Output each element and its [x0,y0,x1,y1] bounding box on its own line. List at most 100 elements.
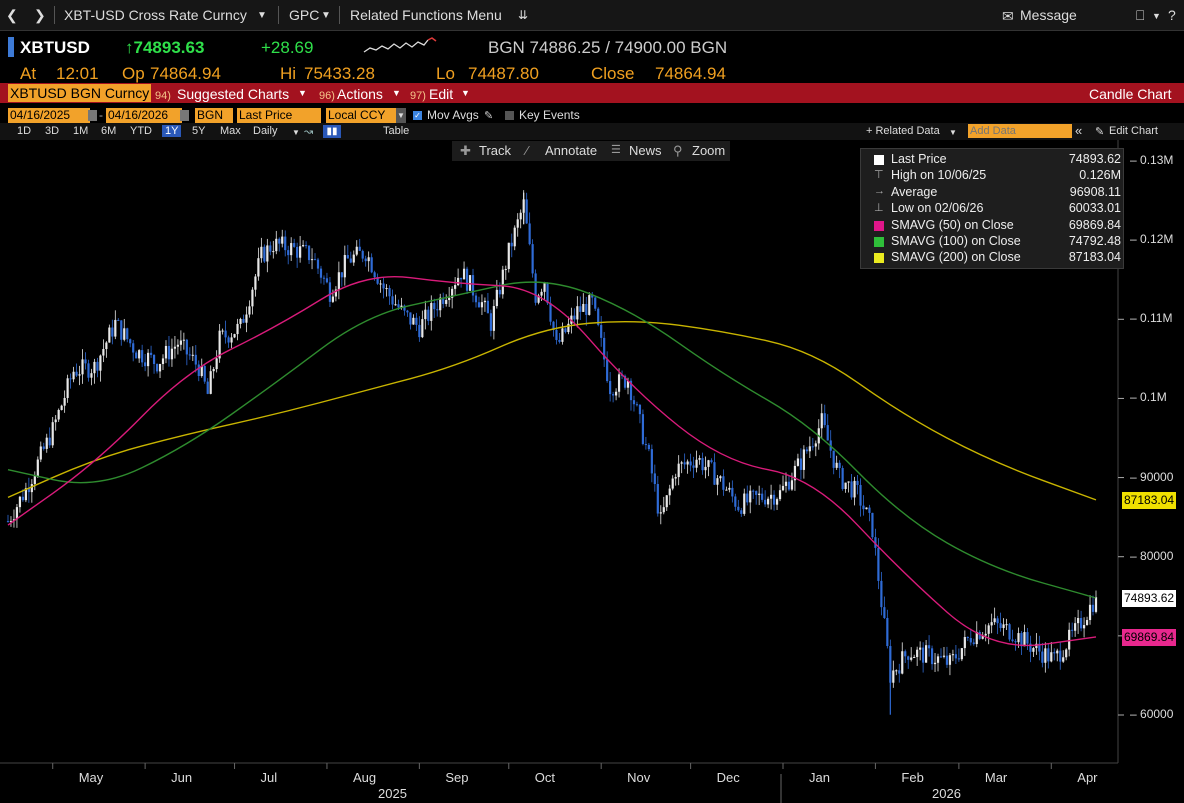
calendar-icon[interactable] [180,110,189,121]
period-selector[interactable]: Daily [253,125,278,137]
candle [501,265,504,299]
candle-body [322,277,326,279]
actions-menu[interactable]: Actions [337,86,383,102]
edit-menu[interactable]: Edit [429,86,454,102]
candle-body [850,481,853,498]
edit-chart-button[interactable]: Edit Chart [1109,125,1158,137]
sma100-line [7,281,1097,599]
range-5y[interactable]: 5Y [192,125,206,137]
range-1d[interactable]: 1D [17,125,32,137]
candle-body [63,397,66,406]
candle [242,314,245,324]
add-data-input[interactable] [968,124,1072,138]
candle-body [254,276,257,290]
forward-arrow-icon[interactable]: ❯ [34,7,46,23]
suggested-charts-menu[interactable]: Suggested Charts [177,86,290,102]
range-6m[interactable]: 6M [101,125,117,137]
function-code[interactable]: GPC [289,7,320,23]
candle-body [826,425,829,441]
candle [1002,618,1005,636]
pencil-icon[interactable]: ✎ [484,110,494,122]
candle-body [248,306,251,315]
candle-body [1074,623,1077,631]
candle-body [379,283,382,285]
window-options-icon[interactable]: ⎕ [1136,7,1145,23]
candle-body [304,245,308,247]
help-icon[interactable]: ? [1168,7,1176,23]
candle-style-icon[interactable]: ▮▮ [323,125,341,138]
candle-body [993,618,996,623]
security-title[interactable]: XBT-USD Cross Rate Curncy [64,7,247,23]
candle [200,358,203,378]
candle [75,363,78,378]
message-button[interactable]: Message [1020,7,1077,23]
candle [1047,643,1050,669]
key-events-checkbox[interactable] [505,111,514,120]
candle-body [960,648,963,660]
candle-body [215,358,218,370]
candle [451,286,454,309]
calendar-icon[interactable] [88,110,97,121]
candle [564,327,567,334]
candle [343,245,346,286]
candle-body [704,466,707,471]
candle [57,408,60,422]
security-tag[interactable]: XBTUSD BGN Curncy [8,84,152,102]
double-chevron-down-icon[interactable]: ⇊ [518,8,529,22]
table-button[interactable]: Table [383,125,410,137]
range-ytd[interactable]: YTD [130,125,152,137]
candle-body [197,364,200,376]
related-functions-menu[interactable]: Related Functions Menu [350,7,502,23]
candle [919,641,922,661]
x-month-label: Mar [984,770,1008,785]
end-date-input[interactable]: 04/16/2026 [106,108,182,123]
candle-body [325,278,329,283]
chevron-down-icon[interactable]: ▼ [392,88,401,98]
range-1y[interactable]: 1Y [162,125,182,137]
field-input[interactable]: Last Price [237,108,321,123]
annotate-button[interactable]: Annotate [545,143,598,158]
candle [224,320,227,344]
pencil-icon[interactable]: ✎ [1095,126,1105,138]
start-date-input[interactable]: 04/16/2025 [8,108,90,123]
price-chart[interactable] [0,140,1184,803]
mov-avgs-checkbox[interactable]: ✓ [413,111,422,120]
collapse-icon[interactable]: « [1075,123,1083,138]
candle-body [99,355,102,371]
candle-body [66,378,69,398]
chevron-down-icon[interactable]: ▼ [321,10,331,21]
candle-body [433,303,436,310]
chevron-down-icon[interactable]: ▼ [298,88,307,98]
chevron-down-icon[interactable]: ▼ [257,10,267,21]
chart-style-icon[interactable]: ↝ [304,126,314,138]
chevron-down-icon[interactable]: ▼ [1152,11,1161,21]
candle [69,373,72,389]
candle [993,607,996,625]
chevron-down-icon[interactable]: ▼ [396,108,406,123]
zoom-button[interactable]: Zoom [692,143,726,158]
candle-body [96,361,99,371]
range-1m[interactable]: 1M [73,125,89,137]
news-button[interactable]: News [629,143,662,158]
source-input[interactable]: BGN [195,108,233,123]
related-data-button[interactable]: + Related Data [866,125,940,137]
chevron-down-icon[interactable]: ▼ [949,128,957,137]
currency-input[interactable]: Local CCY [326,108,398,123]
back-arrow-icon[interactable]: ❮ [6,7,18,23]
candle-body [30,484,33,493]
candle-body [734,496,737,507]
range-max[interactable]: Max [220,125,241,137]
mail-icon[interactable]: ✉ [1002,8,1014,24]
candle-body [546,283,549,304]
candle [313,253,317,261]
chevron-down-icon[interactable]: ▼ [461,88,470,98]
range-toolbar [0,123,1184,140]
track-button[interactable]: Track [479,143,512,158]
candle [1068,622,1071,657]
candle [865,507,868,510]
chevron-down-icon[interactable]: ▼ [292,128,300,137]
mov-avgs-label[interactable]: Mov Avgs [427,108,479,122]
range-3d[interactable]: 3D [45,125,60,137]
candle [769,484,773,510]
key-events-label[interactable]: Key Events [519,108,580,122]
